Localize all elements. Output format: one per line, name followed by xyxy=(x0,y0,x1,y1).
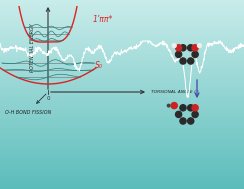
Text: TORSIONAL ANGLE / °: TORSIONAL ANGLE / ° xyxy=(151,90,199,94)
Circle shape xyxy=(171,102,177,109)
Circle shape xyxy=(180,105,186,111)
Circle shape xyxy=(198,44,202,48)
Circle shape xyxy=(175,45,182,51)
Circle shape xyxy=(172,44,176,48)
Circle shape xyxy=(188,118,194,124)
Circle shape xyxy=(188,58,194,64)
Circle shape xyxy=(175,111,182,118)
Circle shape xyxy=(180,58,186,64)
Circle shape xyxy=(192,105,198,111)
Text: O-H BOND FISSION: O-H BOND FISSION xyxy=(5,110,51,115)
Circle shape xyxy=(167,104,170,107)
Circle shape xyxy=(180,118,186,124)
Circle shape xyxy=(192,51,198,57)
Circle shape xyxy=(188,105,194,111)
Circle shape xyxy=(180,45,186,51)
Text: POTENTIAL ENERGY: POTENTIAL ENERGY xyxy=(30,24,34,72)
Text: S₀: S₀ xyxy=(95,60,103,70)
Circle shape xyxy=(188,45,194,51)
Circle shape xyxy=(192,45,198,51)
Text: 1’ππ*: 1’ππ* xyxy=(93,15,113,25)
Circle shape xyxy=(175,51,182,57)
Circle shape xyxy=(192,111,198,118)
Text: 0: 0 xyxy=(46,96,50,101)
